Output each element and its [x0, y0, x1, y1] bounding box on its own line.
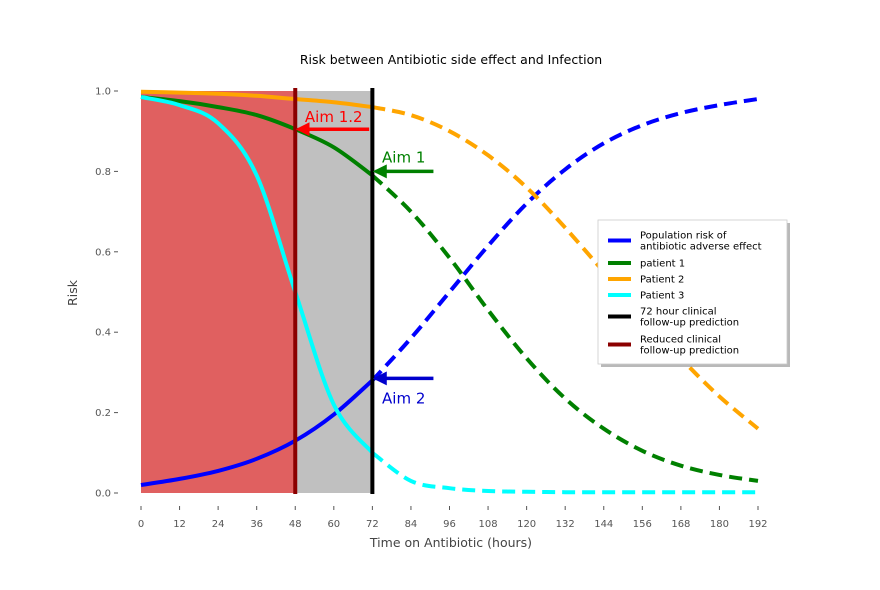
legend-label: antibiotic adverse effect: [640, 242, 762, 253]
legend-label: patient 1: [640, 259, 685, 270]
annotation-label: Aim 1: [382, 148, 425, 166]
x-tick-label: 96: [443, 519, 456, 530]
x-tick-label: 132: [556, 519, 575, 530]
y-tick-label: 0.6: [95, 247, 111, 258]
x-tick-label: 12: [173, 519, 186, 530]
x-tick-label: 120: [517, 519, 536, 530]
x-tick-label: 36: [250, 519, 263, 530]
y-tick-label: 0.4: [95, 328, 111, 339]
x-tick-label: 192: [748, 519, 767, 530]
legend-label: 72 hour clinical: [640, 307, 717, 318]
x-tick-label: 48: [289, 519, 302, 530]
x-tick-label: 84: [405, 519, 418, 530]
x-tick-label: 144: [594, 519, 613, 530]
x-tick-label: 168: [671, 519, 690, 530]
legend-label: Patient 2: [640, 275, 684, 286]
annotation-label: Aim 2: [382, 390, 425, 408]
x-axis-label: Time on Antibiotic (hours): [369, 535, 532, 550]
y-tick-label: 1.0: [95, 87, 111, 98]
legend-label: Population risk of: [640, 231, 727, 242]
shaded-region-1: [141, 91, 295, 493]
y-axis-label: Risk: [65, 279, 80, 306]
legend-label: follow-up prediction: [640, 346, 739, 357]
legend-label: Patient 3: [640, 291, 684, 302]
x-tick-label: 108: [479, 519, 498, 530]
y-tick-label: 0.8: [95, 167, 111, 178]
x-tick-label: 24: [212, 519, 225, 530]
legend-label: follow-up prediction: [640, 318, 739, 329]
legend-label: Reduced clinical: [640, 335, 721, 346]
x-tick-label: 0: [138, 519, 144, 530]
x-tick-label: 156: [633, 519, 652, 530]
y-tick-label: 0.2: [95, 408, 111, 419]
chart-title: Risk between Antibiotic side effect and …: [300, 52, 602, 67]
y-tick-label: 0.0: [95, 489, 111, 500]
x-tick-label: 60: [327, 519, 340, 530]
x-tick-label: 72: [366, 519, 379, 530]
x-tick-label: 180: [710, 519, 729, 530]
annotation-label: Aim 1.2: [305, 108, 363, 126]
